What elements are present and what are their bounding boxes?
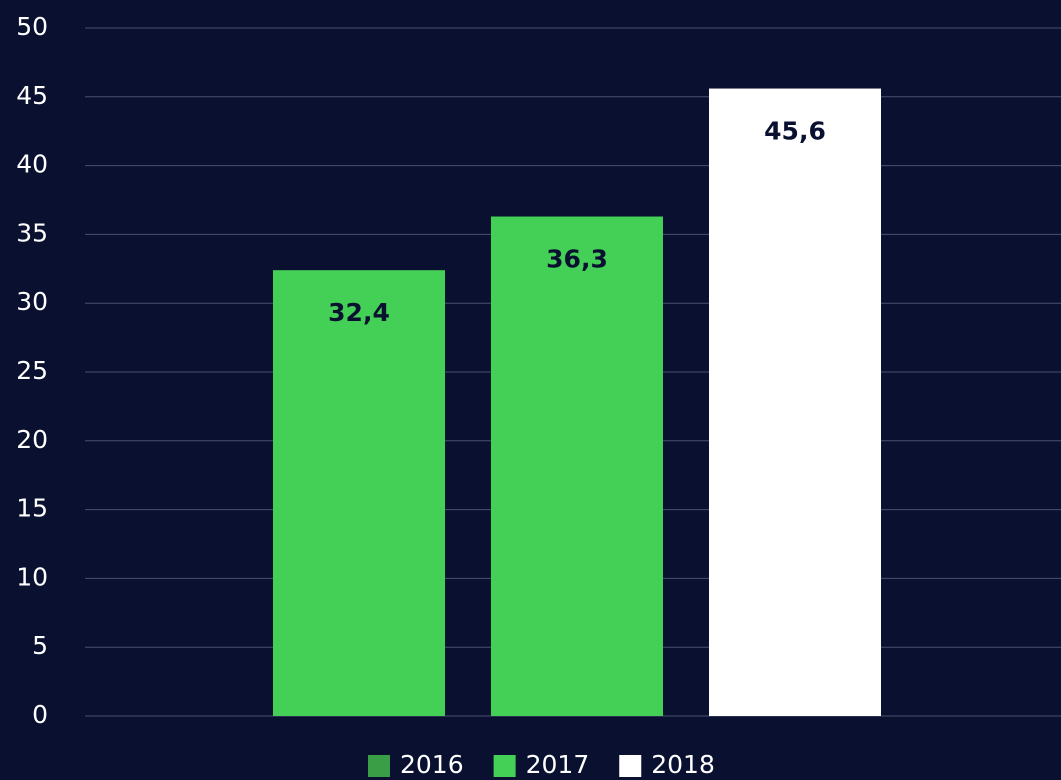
y-tick-label: 30 [16, 287, 48, 316]
data-label: 32,4 [328, 298, 390, 327]
legend-swatch [619, 755, 642, 777]
y-tick-label: 15 [16, 494, 48, 523]
bar [491, 216, 663, 716]
legend-label: 2018 [651, 750, 715, 779]
y-tick-label: 5 [32, 631, 48, 660]
bar [709, 88, 881, 716]
y-tick-label: 40 [16, 150, 48, 179]
legend-label: 2016 [400, 750, 464, 779]
data-label: 45,6 [764, 117, 826, 146]
data-label: 36,3 [546, 245, 608, 274]
legend-swatch [493, 755, 516, 777]
y-tick-label: 20 [16, 425, 48, 454]
y-tick-label: 45 [16, 81, 48, 110]
y-tick-label: 0 [32, 700, 48, 729]
y-tick-label: 25 [16, 356, 48, 385]
y-tick-label: 50 [16, 12, 48, 41]
legend-swatch [368, 755, 390, 777]
legend-label: 2017 [526, 750, 590, 779]
y-tick-label: 10 [16, 562, 48, 591]
bar [273, 270, 445, 716]
y-tick-label: 35 [16, 218, 48, 247]
